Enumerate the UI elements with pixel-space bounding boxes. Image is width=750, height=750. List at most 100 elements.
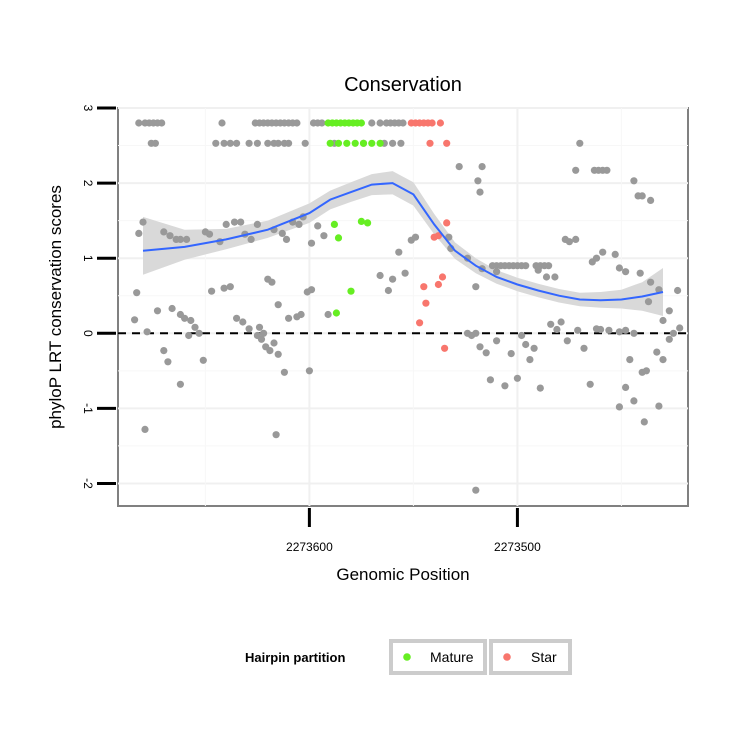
other-point — [274, 139, 282, 147]
other-point — [285, 314, 293, 322]
other-point — [563, 337, 571, 345]
y-tick-label: 3 — [81, 105, 95, 112]
mature-point — [357, 217, 365, 225]
other-point — [665, 335, 673, 343]
star-point — [430, 233, 438, 241]
other-point — [183, 235, 191, 243]
other-point — [151, 139, 159, 147]
other-point — [268, 278, 276, 286]
other-point — [630, 329, 638, 337]
other-point — [530, 344, 538, 352]
other-point — [536, 384, 544, 392]
other-point — [655, 402, 663, 410]
other-point — [176, 235, 184, 243]
star-point — [443, 219, 451, 227]
other-point — [399, 119, 407, 127]
other-point — [324, 310, 332, 319]
star-point — [441, 344, 449, 352]
other-point — [239, 318, 247, 326]
other-point — [580, 344, 588, 352]
other-point — [131, 316, 139, 324]
other-point — [401, 269, 409, 277]
other-point — [576, 139, 584, 147]
other-point — [160, 347, 168, 355]
axes: -2 -1 0 1 2 3 2273600 2273500 — [81, 105, 541, 554]
other-point — [212, 139, 220, 147]
other-point — [208, 287, 216, 295]
x-tick-label: 2273500 — [494, 540, 541, 554]
mature-point — [334, 139, 343, 147]
star-point — [416, 319, 424, 327]
other-point — [622, 326, 630, 334]
y-tick-label: -1 — [81, 403, 95, 414]
other-point — [630, 397, 638, 405]
other-point — [647, 196, 655, 204]
mature-point — [330, 220, 338, 228]
other-point — [305, 367, 313, 375]
smooth-fit-line — [142, 182, 664, 302]
chart-title: Conservation — [344, 74, 462, 96]
legend-label-mature: Mature — [430, 649, 474, 665]
y-tick-label: 0 — [81, 330, 95, 337]
other-point — [474, 177, 482, 185]
other-point — [482, 349, 490, 357]
other-point — [226, 139, 234, 147]
other-point — [185, 331, 193, 340]
other-point — [411, 233, 420, 241]
other-point — [139, 218, 147, 226]
mature-point — [351, 139, 359, 147]
other-point — [605, 326, 613, 334]
other-point — [164, 358, 172, 366]
other-point — [257, 335, 266, 343]
legend-title: Hairpin partition — [245, 650, 345, 665]
other-point — [659, 316, 667, 325]
other-point — [168, 304, 176, 313]
other-point — [199, 356, 207, 364]
other-point — [586, 380, 594, 388]
other-point — [247, 235, 255, 243]
other-point — [181, 314, 189, 322]
other-point — [253, 220, 261, 228]
x-axis-title: Genomic Position — [336, 565, 469, 584]
mature-point — [376, 139, 384, 147]
other-point — [278, 229, 286, 237]
other-point — [493, 337, 501, 345]
mature-point — [347, 287, 355, 295]
other-point — [245, 325, 253, 333]
y-tick-label: 1 — [81, 255, 95, 262]
other-point — [205, 230, 214, 238]
mature-point — [357, 119, 365, 127]
other-point — [133, 289, 141, 297]
star-point — [422, 299, 430, 307]
other-point — [266, 347, 274, 355]
other-point — [507, 350, 515, 358]
legend-swatch-star — [503, 653, 511, 661]
other-point — [135, 119, 143, 127]
smooth-line-layer — [142, 182, 664, 302]
other-point — [493, 268, 501, 276]
other-point — [397, 139, 405, 147]
other-point — [297, 310, 305, 319]
other-point — [264, 139, 272, 147]
other-point — [260, 329, 268, 337]
other-point — [542, 273, 551, 281]
y-axis-title: phyloP LRT conservation scores — [46, 185, 65, 429]
other-point — [280, 368, 288, 376]
other-point — [230, 218, 239, 226]
other-point — [301, 139, 309, 147]
other-point — [218, 119, 226, 127]
other-point — [195, 329, 203, 337]
other-point — [314, 222, 322, 230]
other-point — [237, 218, 245, 226]
other-point — [220, 284, 228, 292]
other-point — [599, 248, 607, 256]
other-point — [644, 298, 653, 306]
other-point — [389, 275, 397, 283]
other-point — [318, 119, 326, 127]
other-point — [274, 350, 282, 358]
other-point — [187, 316, 195, 325]
other-point — [597, 325, 605, 334]
star-point — [443, 139, 451, 147]
star-point — [438, 273, 447, 281]
other-point — [642, 367, 651, 375]
